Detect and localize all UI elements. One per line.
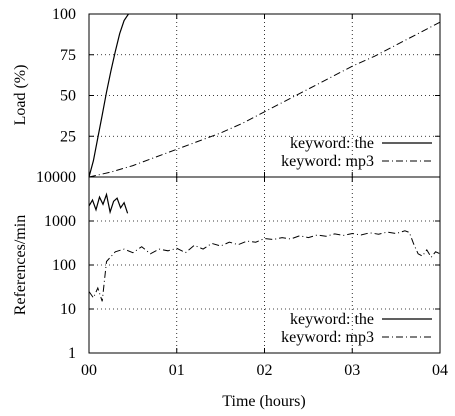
references-x-tick-label: 00 bbox=[81, 362, 97, 379]
references-series bbox=[88, 192, 441, 302]
references-y-ticks: 1 10 100 1000 10000 bbox=[36, 169, 440, 362]
references-x-tick-label: 03 bbox=[344, 362, 360, 379]
references-grid bbox=[89, 177, 440, 353]
load-series-line-the bbox=[88, 13, 129, 178]
references-x-ticks: 00 01 02 03 04 bbox=[81, 177, 448, 379]
load-y-tick-label: 50 bbox=[60, 88, 76, 105]
references-x-tick-label: 01 bbox=[169, 362, 185, 379]
references-series-line-mp3 bbox=[88, 230, 441, 302]
load-series-line-mp3 bbox=[88, 21, 441, 178]
references-panel: 1 10 100 1000 10000 00 01 02 03 04 keyword: the … bbox=[12, 169, 448, 410]
references-x-tick-label: 02 bbox=[257, 362, 273, 379]
references-y-axis-title: References/min bbox=[12, 215, 29, 315]
references-legend: keyword: the keyword: mp3 bbox=[281, 311, 432, 346]
load-panel: 25 50 75 100 keyword: the keyword: mp3 Load… bbox=[12, 6, 441, 178]
load-y-axis-title: Load (%) bbox=[12, 65, 29, 126]
load-y-tick-label: 100 bbox=[52, 6, 76, 23]
references-y-tick-label: 10000 bbox=[36, 169, 76, 186]
load-y-tick-label: 75 bbox=[60, 47, 76, 64]
references-legend-label-mp3: keyword: mp3 bbox=[281, 329, 374, 346]
references-series-line-the bbox=[88, 192, 129, 215]
references-legend-label-the: keyword: the bbox=[290, 311, 374, 328]
references-x-tick-label: 04 bbox=[432, 362, 448, 379]
references-y-tick-label: 1 bbox=[68, 345, 76, 362]
references-y-tick-label: 10 bbox=[60, 301, 76, 318]
x-axis-title: Time (hours) bbox=[222, 393, 305, 410]
load-y-ticks: 25 50 75 100 bbox=[52, 6, 441, 178]
load-grid bbox=[89, 14, 440, 177]
load-legend-label-the: keyword: the bbox=[290, 135, 374, 152]
load-y-tick-label: 25 bbox=[60, 128, 76, 145]
references-y-tick-label: 100 bbox=[52, 257, 76, 274]
load-legend-label-mp3: keyword: mp3 bbox=[281, 153, 374, 170]
references-y-tick-label: 1000 bbox=[44, 213, 76, 230]
load-legend: keyword: the keyword: mp3 bbox=[281, 135, 432, 170]
load-series bbox=[88, 13, 441, 178]
